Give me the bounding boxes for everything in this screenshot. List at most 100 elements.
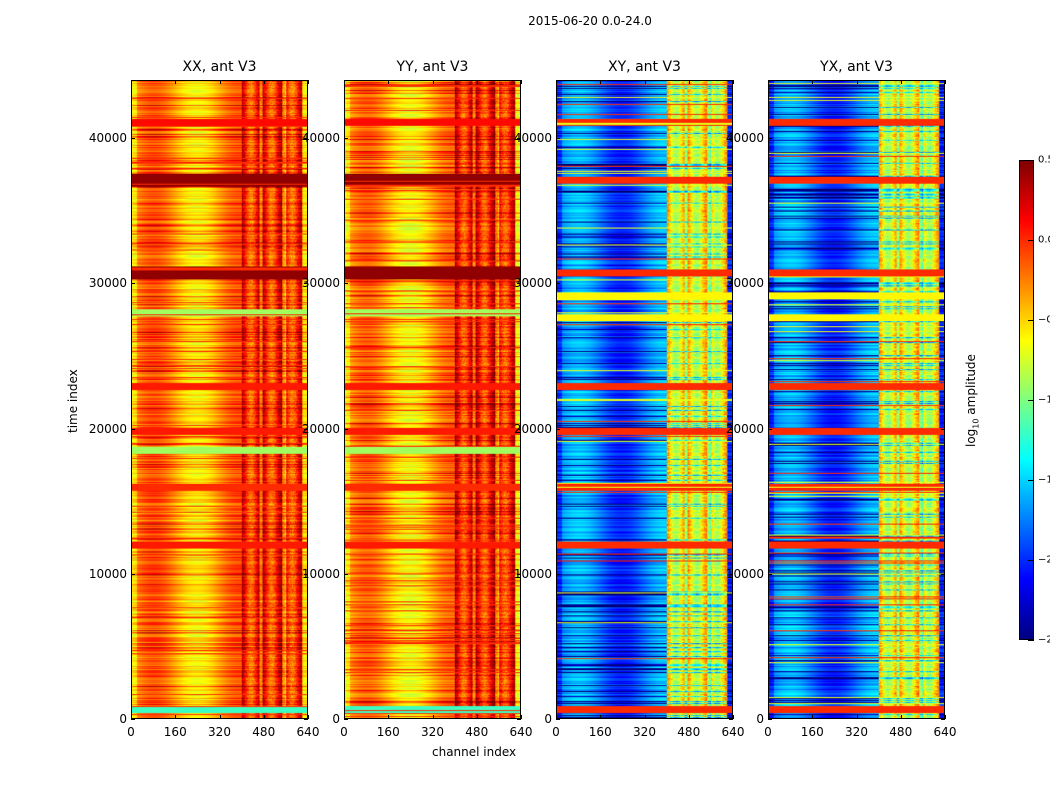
x-tick-mark [263, 80, 265, 84]
colorbar-tick-label: −1.5 [1038, 474, 1050, 486]
x-tick-label: 640 [509, 725, 533, 739]
panel-title-xx: XX, ant V3 [182, 59, 257, 75]
x-tick-mark [476, 80, 478, 84]
y-tick-label: 20000 [513, 421, 552, 436]
x-tick-label: 640 [721, 725, 745, 739]
colorbar-tick-mark [1028, 320, 1034, 321]
x-tick-mark [131, 80, 132, 84]
y-tick-mark [344, 138, 348, 140]
y-tick-label: 40000 [88, 131, 127, 146]
x-tick-label: 0 [764, 725, 772, 739]
colorbar-tick-label: −2.0 [1038, 554, 1050, 566]
y-tick-label: 0 [756, 712, 764, 726]
y-tick-mark [556, 283, 560, 285]
y-tick-label: 10000 [301, 566, 340, 581]
colorbar-tick-label: −1.0 [1038, 394, 1050, 406]
y-tick-mark [556, 573, 560, 575]
x-tick-mark [900, 715, 902, 719]
y-tick-mark [768, 719, 772, 720]
y-tick-label: 10000 [88, 566, 127, 581]
y-tick-mark [517, 573, 521, 575]
x-tick-mark [688, 80, 690, 84]
colorbar-tick-label: −2.5 [1038, 634, 1050, 646]
y-tick-mark [344, 283, 348, 285]
y-tick-mark [304, 138, 308, 140]
y-tick-mark [304, 719, 308, 720]
heatmap-axes-xy [556, 80, 733, 719]
figure-suptitle: 2015-06-20 0.0-24.0 [528, 14, 652, 28]
y-tick-mark [517, 719, 521, 720]
x-tick-mark [476, 715, 478, 719]
x-tick-label: 160 [588, 725, 612, 739]
y-tick-mark [941, 138, 945, 140]
x-tick-mark [556, 715, 557, 719]
y-tick-label: 0 [332, 712, 340, 726]
x-tick-mark [600, 715, 602, 719]
x-tick-mark [945, 80, 946, 84]
y-tick-mark [729, 283, 733, 285]
colorbar-tick-mark [1028, 560, 1034, 561]
x-tick-label: 160 [163, 725, 187, 739]
y-tick-mark [131, 719, 135, 720]
colorbar-tick-label: −0.5 [1038, 314, 1050, 326]
y-tick-mark [131, 138, 135, 140]
x-tick-mark [768, 80, 769, 84]
x-tick-label: 480 [889, 725, 913, 739]
heatmap-image-yy [345, 81, 520, 718]
colorbar-tick-mark [1028, 480, 1034, 481]
x-tick-label: 320 [208, 725, 231, 739]
y-tick-label: 0 [544, 712, 552, 726]
x-tick-label: 0 [340, 725, 348, 739]
y-tick-label: 30000 [725, 276, 764, 291]
y-tick-mark [131, 283, 135, 285]
y-tick-label: 40000 [513, 131, 552, 146]
y-tick-mark [729, 573, 733, 575]
colorbar-tick-mark [1028, 640, 1034, 641]
x-tick-mark [900, 80, 902, 84]
x-tick-mark [812, 715, 814, 719]
colorbar-label: log10 amplitude [964, 354, 980, 447]
y-tick-mark [131, 573, 135, 575]
y-tick-mark [768, 283, 772, 285]
x-tick-mark [733, 80, 734, 84]
x-tick-label: 320 [633, 725, 656, 739]
colorbar-label-suffix: amplitude [964, 354, 978, 419]
colorbar-tick-mark [1028, 240, 1034, 241]
y-tick-mark [344, 573, 348, 575]
x-tick-mark [308, 715, 309, 719]
y-tick-mark [729, 138, 733, 140]
y-tick-label: 40000 [725, 131, 764, 146]
y-tick-label: 20000 [725, 421, 764, 436]
x-tick-mark [388, 715, 390, 719]
y-tick-label: 20000 [301, 421, 340, 436]
x-tick-mark [521, 715, 522, 719]
y-tick-mark [304, 573, 308, 575]
heatmap-axes-yy [344, 80, 521, 719]
colorbar-tick-mark [1028, 160, 1034, 161]
heatmap-image-xy [557, 81, 732, 718]
x-tick-label: 0 [127, 725, 135, 739]
x-tick-mark [344, 80, 345, 84]
y-tick-label: 40000 [301, 131, 340, 146]
y-tick-mark [517, 428, 521, 430]
heatmap-image-xx [132, 81, 307, 718]
y-tick-mark [344, 719, 348, 720]
y-axis-label: time index [66, 369, 80, 433]
x-tick-mark [856, 715, 858, 719]
colorbar-tick-mark [1028, 400, 1034, 401]
x-tick-mark [733, 715, 734, 719]
x-tick-mark [812, 80, 814, 84]
colorbar-tick-label: 0.5 [1038, 154, 1050, 166]
x-tick-mark [131, 715, 132, 719]
y-tick-mark [941, 719, 945, 720]
y-tick-mark [941, 428, 945, 430]
x-tick-mark [308, 80, 309, 84]
x-tick-mark [600, 80, 602, 84]
x-tick-mark [219, 80, 221, 84]
heatmap-image-yx [769, 81, 944, 718]
x-tick-label: 480 [465, 725, 489, 739]
panel-title-xy: XY, ant V3 [608, 59, 681, 75]
y-tick-mark [768, 138, 772, 140]
x-tick-label: 160 [376, 725, 400, 739]
y-tick-label: 10000 [513, 566, 552, 581]
